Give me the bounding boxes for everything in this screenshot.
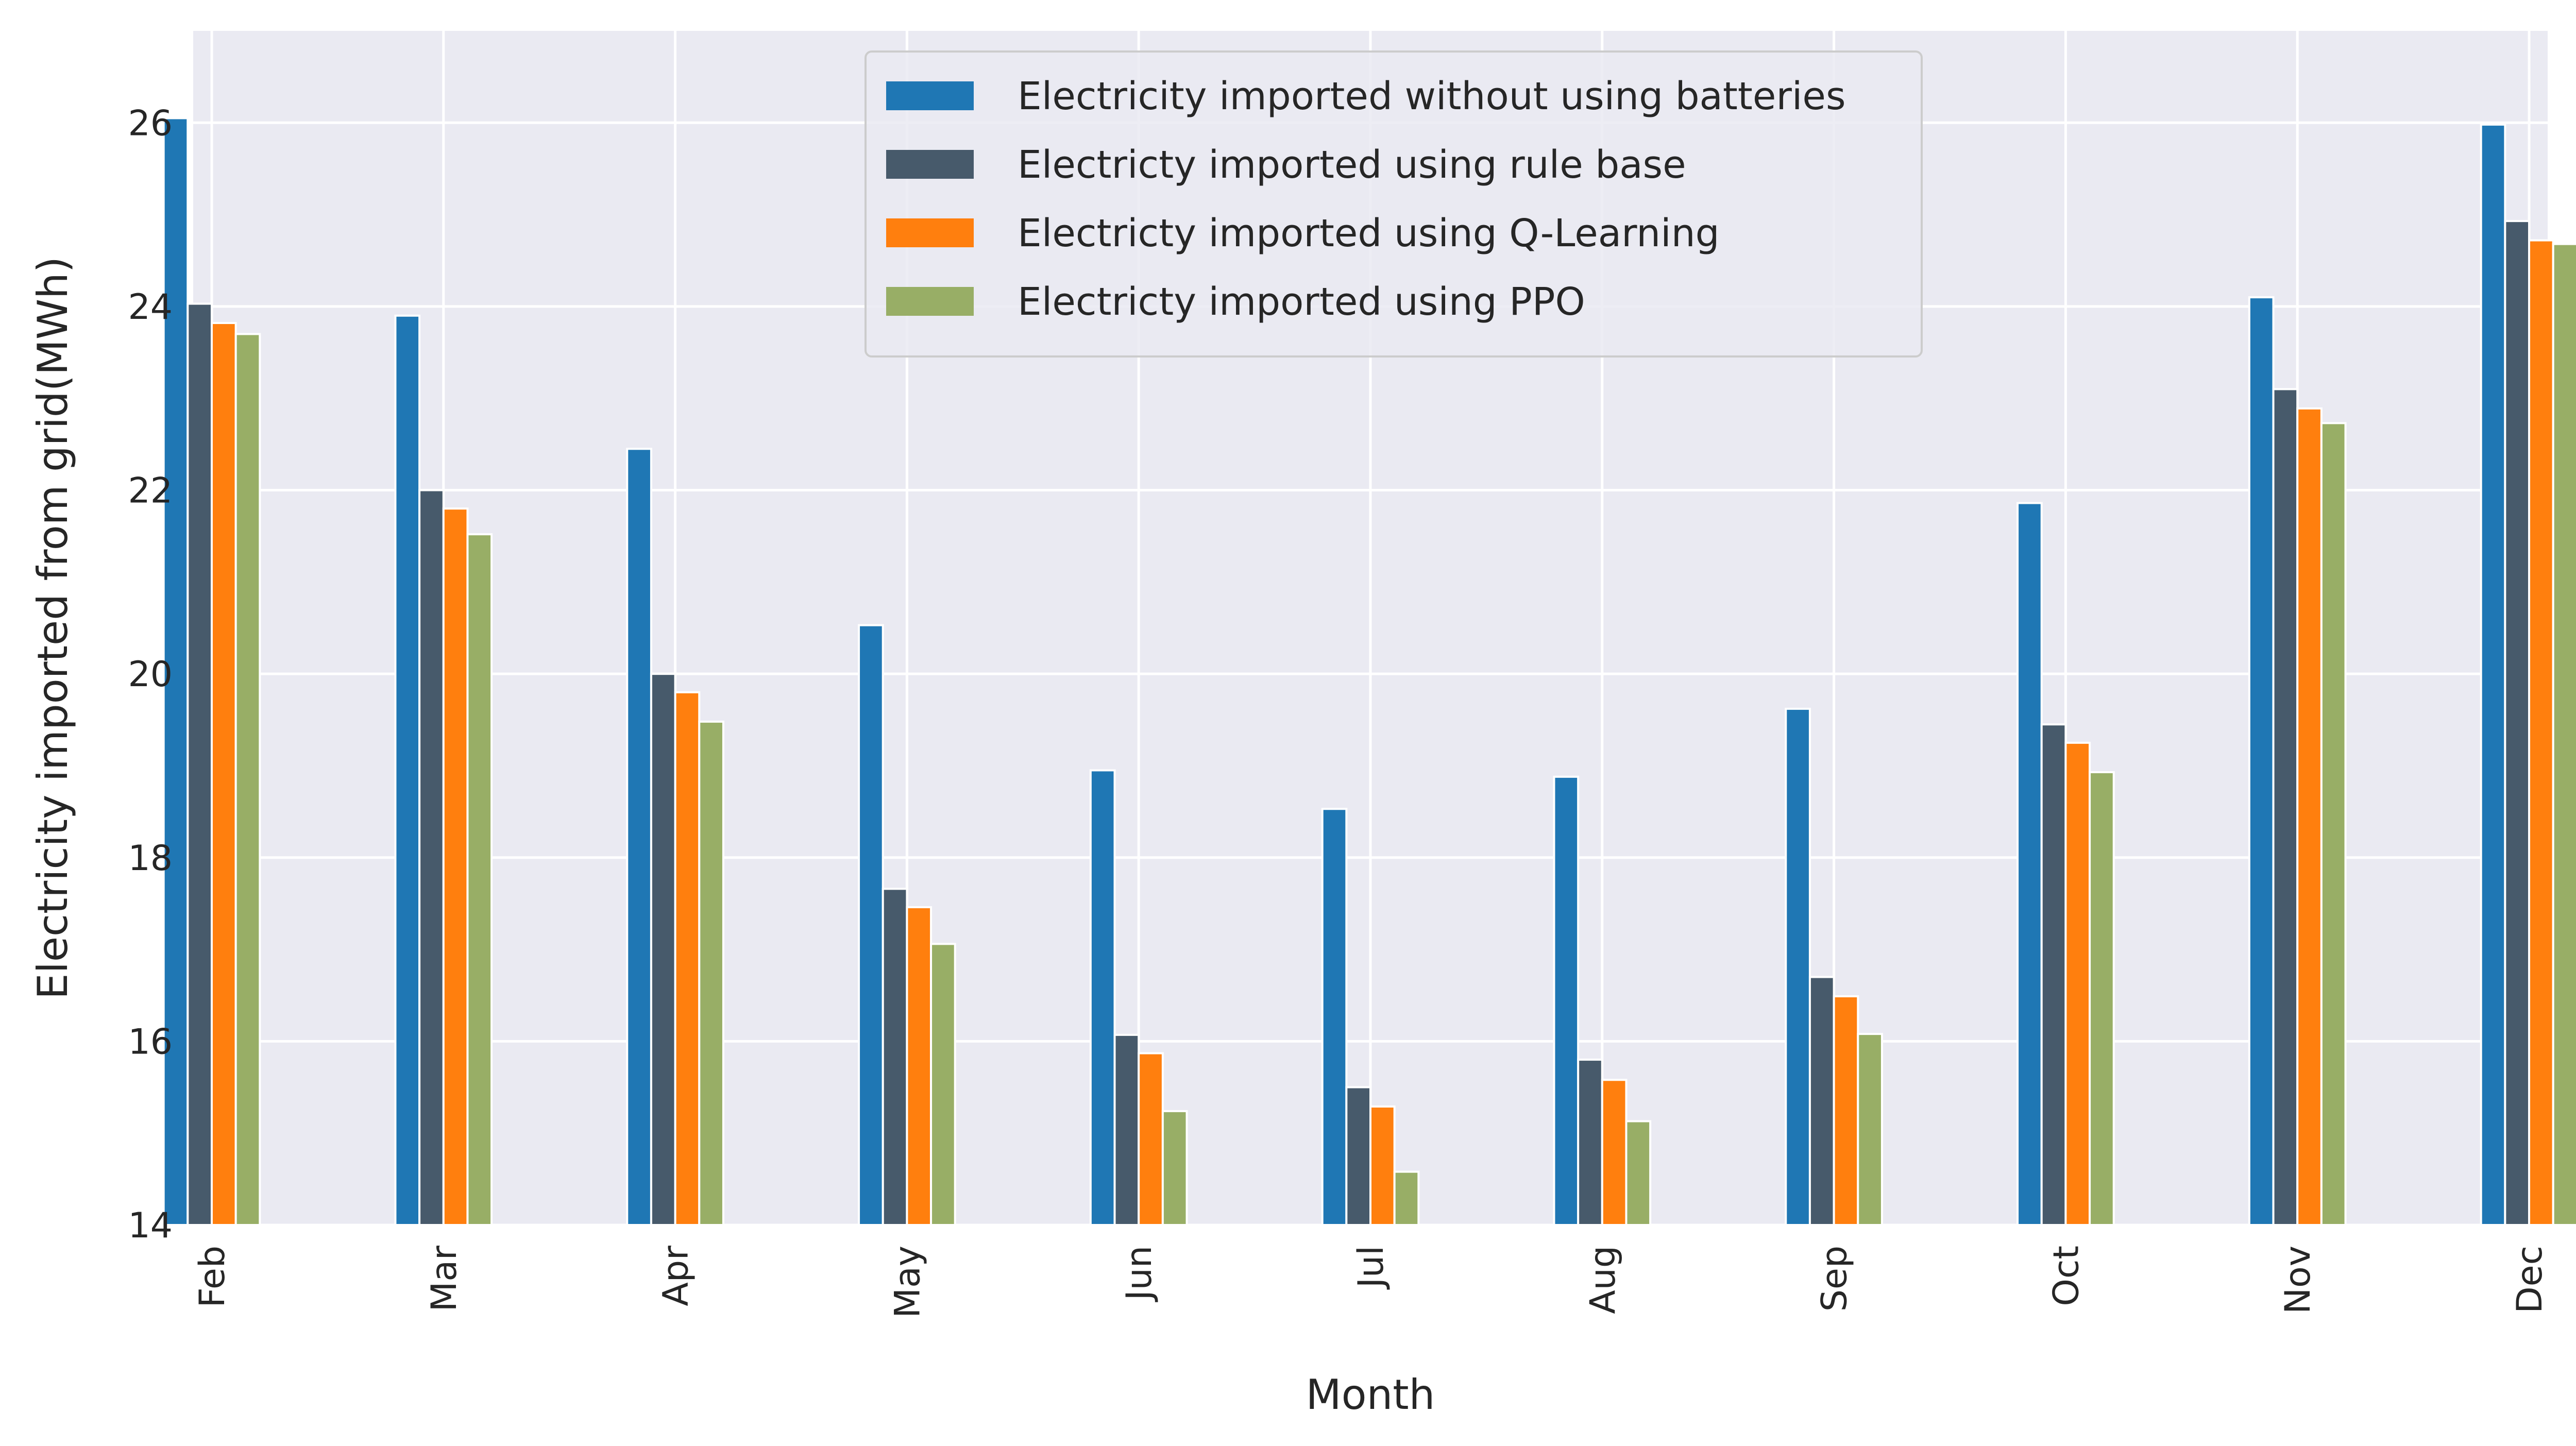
y-tick-label: 22 [128,471,173,512]
bar-may-series-3 [906,906,933,1227]
bar-aug-series-4 [1625,1120,1652,1226]
x-tick-label: Nov [2278,1246,2318,1314]
y-tick-label: 18 [128,838,173,879]
bars [162,117,2576,1227]
bar-sep-series-1 [1785,707,1811,1226]
x-tick-label: Aug [1583,1246,1623,1314]
x-tick-label: Mar [424,1246,465,1312]
bar-sep-series-4 [1857,1033,1883,1226]
legend-label: Electricty imported using rule base [1018,143,1686,187]
bar-dec-series-2 [2504,220,2531,1226]
legend-label: Electricty imported using Q-Learning [1018,211,1720,256]
legend-swatch [886,81,974,110]
y-tick-label: 24 [128,287,173,328]
bar-aug-series-2 [1577,1059,1603,1226]
bar-nov-series-3 [2296,407,2323,1226]
y-tick-label: 20 [128,654,173,695]
bar-feb-series-4 [234,333,261,1226]
bar-dec-series-1 [2480,123,2506,1227]
bar-dec-series-4 [2552,243,2576,1227]
bar-feb-series-3 [210,322,237,1226]
bar-apr-series-3 [674,691,701,1226]
legend-swatch [886,150,974,179]
bar-nov-series-2 [2272,388,2299,1226]
bar-jun-series-3 [1138,1052,1164,1226]
bar-may-series-2 [882,888,908,1226]
bar-apr-series-1 [626,448,652,1226]
bar-aug-series-1 [1553,775,1580,1227]
bar-jun-series-1 [1089,769,1116,1226]
bar-jun-series-4 [1161,1110,1188,1226]
legend-swatch [886,287,974,316]
y-tick-label: 14 [128,1205,173,1246]
bar-oct-series-1 [2016,502,2043,1226]
legend-label: Electricty imported using PPO [1018,280,1585,324]
x-tick-label: Oct [2046,1246,2087,1306]
x-tick-label: Jul [1351,1246,1392,1290]
x-tick-label: Feb [192,1246,233,1307]
bar-apr-series-4 [698,720,724,1227]
legend: Electricity imported without using batte… [865,50,1923,358]
x-tick-label: Apr [656,1246,697,1306]
y-tick-label: 16 [128,1022,173,1062]
bar-may-series-1 [858,624,884,1226]
legend-box [865,50,1923,358]
bar-jul-series-2 [1345,1086,1372,1227]
bar-sep-series-3 [1833,995,1859,1226]
bar-mar-series-2 [418,489,445,1226]
bar-sep-series-2 [1808,976,1835,1226]
bar-jul-series-4 [1393,1170,1420,1227]
bar-mar-series-1 [394,314,421,1226]
x-axis-label: Month [1306,1371,1435,1419]
y-axis-ticks: 14 16 18 20 22 24 26 [128,103,173,1246]
legend-label: Electricity imported without using batte… [1018,74,1846,118]
bar-oct-series-3 [2064,741,2091,1226]
bar-oct-series-2 [2040,723,2067,1226]
bar-jul-series-3 [1369,1105,1396,1227]
y-tick-label: 26 [128,103,173,144]
bar-mar-series-4 [466,533,493,1226]
bar-oct-series-4 [2089,771,2115,1227]
bar-apr-series-2 [650,673,676,1226]
x-tick-label: Dec [2510,1246,2550,1314]
x-tick-label: May [887,1246,928,1318]
bar-jun-series-2 [1113,1033,1140,1226]
y-axis-label: Electricity imported from grid(MWh) [29,257,77,999]
x-tick-label: Jun [1119,1246,1160,1302]
bar-may-series-4 [930,943,956,1226]
x-tick-label: Sep [1815,1246,1855,1312]
x-axis-ticks: Feb Mar Apr May Jun Jul Aug Sep Oct Nov Dec [192,1246,2550,1318]
bar-nov-series-4 [2320,422,2347,1226]
bar-aug-series-3 [1601,1079,1628,1227]
bar-feb-series-2 [187,302,213,1226]
bar-jul-series-1 [1321,808,1348,1226]
bar-mar-series-3 [442,507,469,1227]
bar-dec-series-3 [2528,239,2554,1227]
legend-swatch [886,218,974,247]
bar-nov-series-1 [2248,296,2275,1226]
